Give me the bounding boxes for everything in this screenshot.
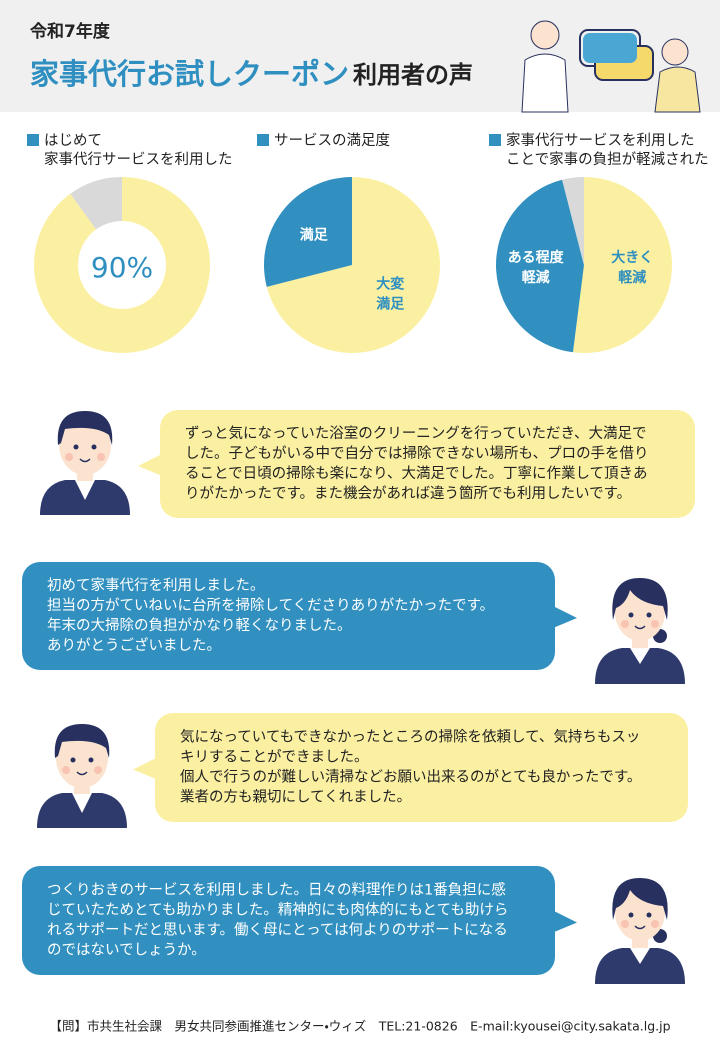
testimonial-line: 気になっていてもできなかったところの掃除を依頼して、気持ちもスッ bbox=[180, 728, 640, 746]
testimonial-line: れるサポートだと思います。働く母にとっては何よりのサポートになる bbox=[47, 922, 508, 939]
footer-contact: 【問】市共生社会課 男女共同参画推進センター・ウィズ TEL:21-0826 E… bbox=[49, 1019, 670, 1034]
pie-slice bbox=[572, 177, 672, 353]
legend-square bbox=[489, 134, 501, 146]
testimonial-line: ることで日頃の掃除も楽になり、大満足でした。丁寧に作業して頂きあ bbox=[185, 464, 648, 482]
testimonial-line: じていたためとても助かりました。精神的にも肉体的にもとても助けら bbox=[47, 902, 508, 919]
slice-label: 満足 bbox=[300, 226, 329, 243]
title-main: 家事代行お試しクーポン bbox=[30, 57, 349, 91]
chart-title: サービスの満足度 bbox=[274, 132, 390, 149]
testimonial-line: 業者の方も親切にしてくれました。 bbox=[180, 789, 411, 806]
header-illustration bbox=[521, 20, 701, 113]
testimonial-line: 初めて家事代行を利用しました。 bbox=[47, 577, 265, 594]
speech-bubble bbox=[155, 713, 688, 822]
center-label: 90% bbox=[91, 251, 153, 284]
year: 令和7年度 bbox=[29, 21, 111, 42]
title: 家事代行お試しクーポン 利用者の声 bbox=[30, 57, 473, 91]
slice-label: 大きく軽減 bbox=[611, 249, 653, 286]
bubble-tail bbox=[138, 454, 162, 476]
bubble-tail bbox=[553, 910, 577, 933]
testimonial-line: 年末の大掃除の負担がかなり軽くなりました。 bbox=[47, 616, 352, 634]
testimonial-line: りがたかったです。また機会があれば違う箇所でも利用したいです。 bbox=[185, 485, 631, 502]
chart-title: はじめて家事代行サービスを利用した bbox=[44, 132, 233, 168]
testimonial-line: ありがとうございました。 bbox=[47, 636, 221, 654]
slice-label: 大変満足 bbox=[376, 276, 405, 313]
testimonial-line: 担当の方がていねいに台所を掃除してくださりありがたかったです。 bbox=[47, 596, 494, 614]
avatar bbox=[36, 723, 128, 829]
testimonial-line: キリすることができました。 bbox=[180, 749, 369, 766]
title-sub: 利用者の声 bbox=[353, 61, 473, 89]
speech-bubble bbox=[22, 562, 555, 670]
pie-slice bbox=[495, 179, 584, 353]
pie-slice bbox=[264, 177, 352, 287]
speech-bubble bbox=[160, 410, 695, 518]
testimonials: ずっと気になっていた浴室のクリーニングを行っていただき、大満足でした。子どもがい… bbox=[22, 410, 695, 985]
avatar bbox=[594, 877, 686, 985]
pie-slice bbox=[562, 177, 584, 265]
pie-slice bbox=[266, 177, 440, 354]
avatar bbox=[594, 577, 686, 685]
donut-hole bbox=[78, 221, 166, 309]
testimonial-line: ずっと気になっていた浴室のクリーニングを行っていただき、大満足で bbox=[185, 425, 647, 442]
bubble-tail bbox=[133, 757, 157, 780]
testimonial-line: 個人で行うのが難しい清掃などお願い出来るのがとても良かったです。 bbox=[180, 768, 641, 786]
legend-square bbox=[27, 134, 39, 146]
chart-title: 家事代行サービスを利用したことで家事の負担が軽減された bbox=[506, 132, 709, 168]
legend-square bbox=[257, 134, 269, 146]
speech-bubble bbox=[22, 866, 555, 975]
testimonial-line: のではないでしょうか。 bbox=[47, 942, 206, 959]
avatar bbox=[39, 410, 131, 516]
slice-label: ある程度軽減 bbox=[508, 249, 565, 286]
bubble-tail bbox=[553, 606, 577, 628]
testimonial-line: つくりおきのサービスを利用しました。日々の料理作りは1番負担に感 bbox=[47, 882, 506, 899]
testimonial-line: した。子どもがいる中で自分では掃除できない場所も、プロの手を借り bbox=[185, 444, 649, 462]
